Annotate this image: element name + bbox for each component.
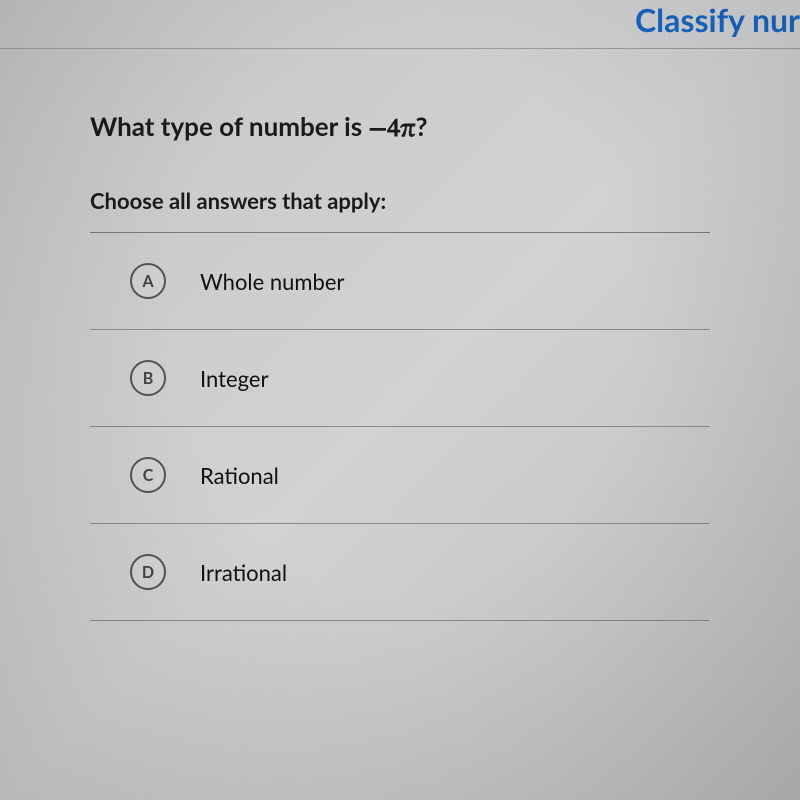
choice-letter-c: C — [130, 457, 166, 493]
choice-a[interactable]: A Whole number — [90, 233, 710, 330]
choice-b[interactable]: B Integer — [90, 330, 710, 427]
choice-label-c: Rational — [200, 462, 279, 489]
choice-label-d: Irrational — [200, 559, 287, 586]
choice-c[interactable]: C Rational — [90, 427, 710, 524]
choice-label-b: Integer — [200, 365, 268, 392]
choice-d[interactable]: D Irrational — [90, 524, 710, 621]
choice-label-a: Whole number — [200, 268, 344, 295]
question-suffix: ? — [415, 110, 427, 142]
choice-list: A Whole number B Integer C Rational D Ir… — [90, 232, 710, 621]
instruction-text: Choose all answers that apply: — [90, 187, 710, 214]
choice-letter-b: B — [130, 360, 166, 396]
question-math: −4π — [368, 117, 415, 143]
page-header-title: Classify nur — [635, 0, 800, 49]
header-divider — [0, 48, 800, 49]
question-block: What type of number is −4π? Choose all a… — [0, 0, 800, 621]
question-prefix: What type of number is — [90, 110, 368, 142]
choice-letter-d: D — [130, 554, 166, 590]
choice-letter-a: A — [130, 263, 166, 299]
question-text: What type of number is −4π? — [90, 110, 710, 147]
